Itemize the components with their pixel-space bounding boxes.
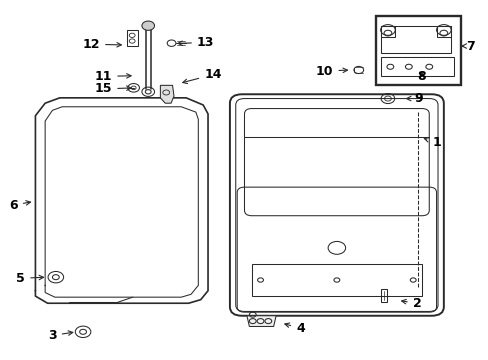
Text: 3: 3 [48,329,73,342]
Bar [380,289,386,302]
Text: 7: 7 [461,40,474,53]
Bar [380,26,450,53]
Circle shape [142,21,154,30]
Text: 11: 11 [95,70,131,83]
Text: 13: 13 [178,36,214,49]
Text: 12: 12 [82,38,121,51]
Text: 9: 9 [406,92,422,105]
Text: 8: 8 [417,70,426,83]
Text: 1: 1 [424,136,440,149]
Polygon shape [246,316,276,327]
Text: 14: 14 [183,68,221,84]
Text: 4: 4 [285,322,304,335]
Bar [380,26,394,37]
Text: 15: 15 [95,82,131,95]
Text: 5: 5 [17,272,43,285]
Polygon shape [35,98,207,303]
Text: 6: 6 [9,198,30,212]
Polygon shape [160,85,174,103]
Text: 10: 10 [315,64,347,77]
Text: 2: 2 [401,297,421,310]
FancyBboxPatch shape [229,94,443,316]
Bar [380,57,453,76]
Bar [375,16,460,85]
Bar [127,30,138,46]
Bar [436,26,450,37]
Bar [251,264,421,296]
